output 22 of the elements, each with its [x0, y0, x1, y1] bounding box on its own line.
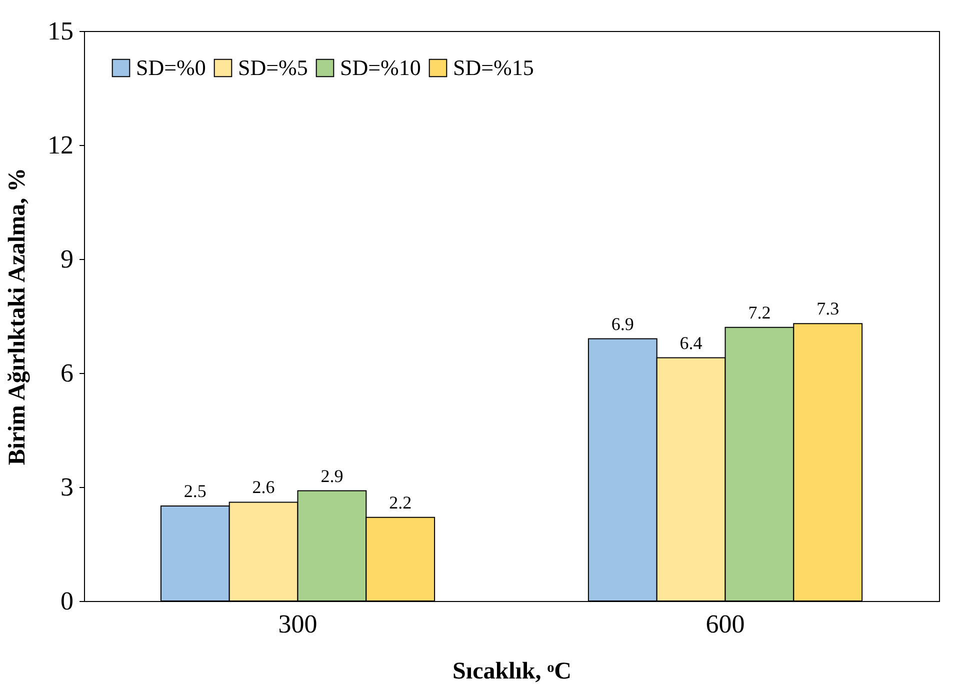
data-label: 6.4	[680, 332, 702, 353]
y-tick-label: 12	[48, 130, 74, 160]
data-label: 2.2	[389, 492, 412, 512]
x-tick-label: 300	[278, 610, 318, 638]
data-label: 2.9	[320, 466, 344, 486]
y-tick-label: 3	[60, 472, 74, 502]
data-label: 7.2	[748, 302, 771, 322]
legend-label: SD=%10	[340, 55, 421, 80]
legend-label: SD=%15	[453, 55, 534, 80]
y-tick-label: 15	[48, 16, 74, 46]
data-label: 6.9	[611, 314, 634, 334]
data-label: 2.5	[184, 481, 206, 501]
legend-label: SD=%5	[238, 55, 308, 80]
y-axis-title: Birim Ağırlıktaki Azalma, %	[4, 168, 30, 466]
legend-label: SD=%0	[136, 55, 206, 80]
data-label: 2.6	[252, 477, 275, 498]
y-tick-label: 9	[60, 244, 74, 274]
x-axis-title: Sıcaklık, ᵒC	[452, 658, 572, 684]
data-label: 7.3	[816, 298, 840, 319]
y-tick-label: 6	[60, 358, 74, 388]
x-tick-label: 600	[706, 610, 745, 638]
y-tick-label: 0	[60, 586, 74, 616]
